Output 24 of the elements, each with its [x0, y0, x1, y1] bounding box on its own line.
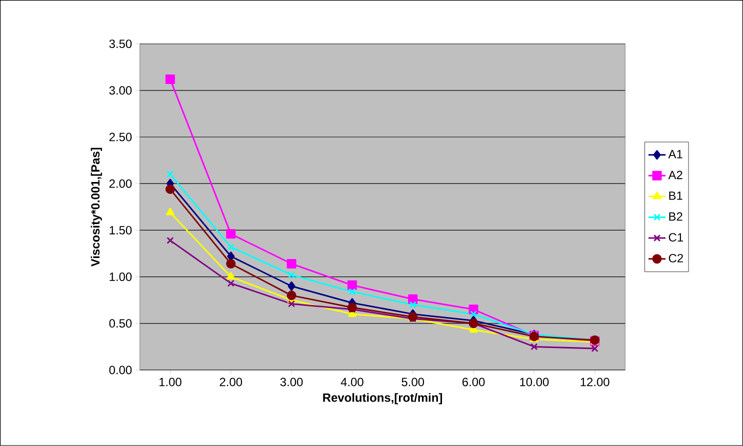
y-tick-label: 1.50 [110, 226, 132, 234]
y-tick-label: 3.50 [109, 40, 132, 48]
x-tick-label: 6.00 [462, 378, 485, 386]
y-axis-title: Viscosity*0.001,[Pas] [90, 148, 102, 267]
y-tick-label: 2.50 [109, 132, 132, 142]
legend-label: B1 [669, 192, 682, 200]
x-tick-label: 5.00 [402, 378, 424, 386]
y-tick-label: 0.00 [109, 366, 132, 374]
legend-label: B2 [669, 212, 682, 221]
x-tick-label: 12.00 [580, 378, 610, 386]
x-tick-label: 2.00 [220, 378, 242, 386]
y-tick-label: 1.00 [110, 272, 132, 282]
y-tick-label: 2.00 [109, 179, 132, 188]
legend-label: C1 [668, 233, 683, 242]
x-tick-label: 10.00 [520, 378, 549, 386]
x-tick-label: 3.00 [280, 378, 303, 386]
x-axis-title: Revolutions,[rot/min] [323, 393, 442, 404]
y-tick-label: 3.00 [109, 86, 132, 95]
legend-label: A2 [668, 170, 682, 180]
legend-label: C2 [668, 254, 683, 262]
legend-label: A1 [668, 150, 682, 158]
x-tick-label: 4.00 [340, 378, 364, 386]
x-tick-label: 1.00 [159, 378, 182, 386]
y-tick-label: 0.50 [109, 319, 132, 328]
